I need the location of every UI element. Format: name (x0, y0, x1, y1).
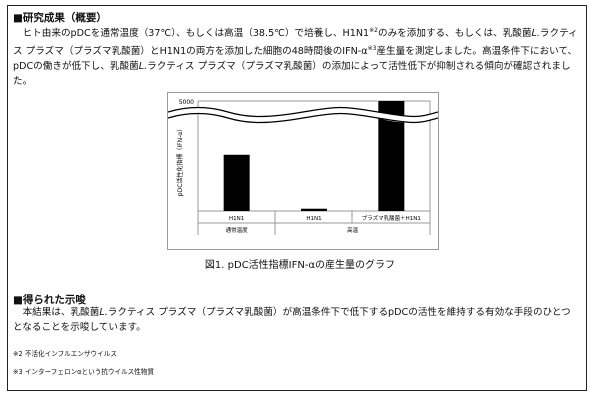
chart-container: 5000 pDC活性化指標（IFN-α） H1N1 H1N1 プラズマ乳酸菌＋H1N… (167, 92, 439, 250)
results-paragraph: ヒト由来のpDCを通常温度（37℃）、もしくは高温（38.5℃）で培養し、H1N… (13, 27, 578, 88)
bar-chart: 5000 pDC活性化指標（IFN-α） H1N1 H1N1 プラズマ乳酸菌＋H1N… (167, 99, 439, 235)
y-tick-label: 5000 (179, 99, 194, 106)
implications-paragraph: 本結果は、乳酸菌L.ラクティス プラズマ（プラズマ乳酸菌）が高温条件下で低下する… (13, 307, 571, 333)
bar-2 (301, 208, 327, 211)
y-axis-label: pDC活性化指標（IFN-α） (176, 126, 184, 196)
figure-caption: 図1. pDC活性指標IFN-αの産生量のグラフ (204, 260, 396, 271)
document-frame (7, 5, 587, 391)
category-label-2: H1N1 (306, 216, 321, 222)
bar-1 (223, 154, 250, 211)
group-label-2: 高温 (347, 226, 359, 234)
footnote-3: ※3 インターフェロンαという抗ウイルス性物質 (13, 368, 155, 376)
axis-break-line-lower (167, 112, 439, 124)
category-label-3: プラズマ乳酸菌＋H1N1 (362, 214, 421, 222)
axis-break-line-upper (167, 106, 439, 118)
footnote-2: ※2 不活化インフルエンザウイルス (13, 350, 117, 358)
category-labels: H1N1 H1N1 プラズマ乳酸菌＋H1N1 通常温度 高温 (226, 214, 421, 234)
section-heading-results: ■研究成果（概要） (13, 12, 107, 24)
group-label-1: 通常温度 (226, 226, 249, 234)
category-label-1: H1N1 (229, 216, 244, 222)
section-heading-implications: ■得られた示唆 (13, 294, 86, 306)
